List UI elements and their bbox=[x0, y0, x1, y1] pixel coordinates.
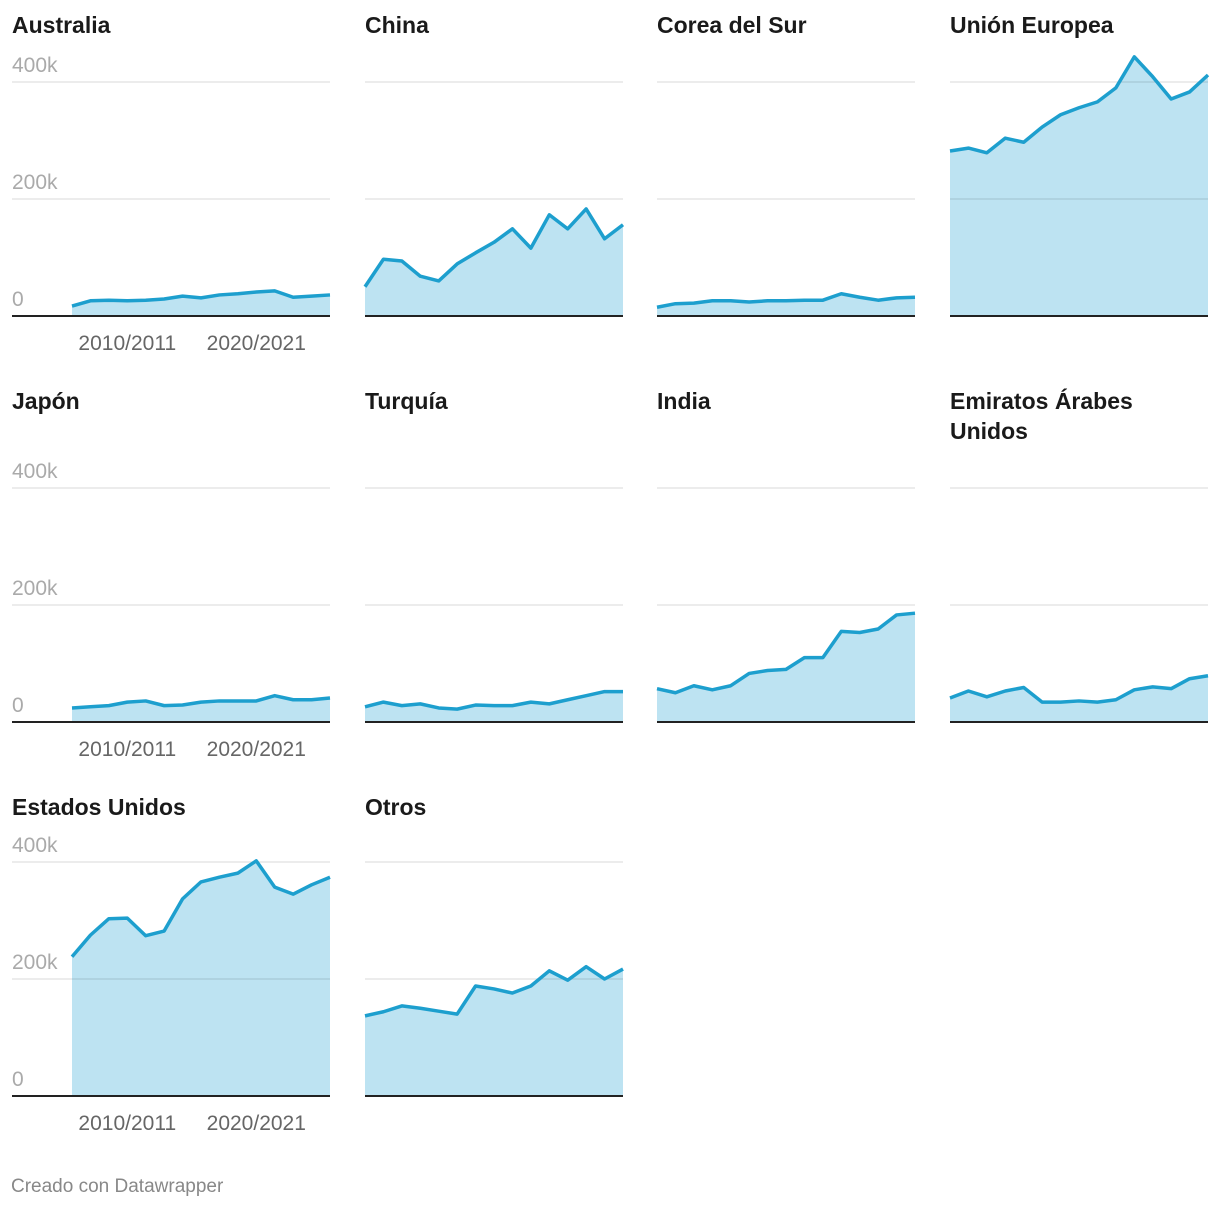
y-tick-label: 0 bbox=[12, 288, 24, 311]
area bbox=[950, 56, 1208, 316]
area bbox=[950, 675, 1208, 722]
panel-title: Emiratos Árabes Unidos bbox=[950, 388, 1133, 444]
panel-title: Corea del Sur bbox=[657, 12, 807, 38]
line bbox=[70, 859, 331, 958]
line bbox=[656, 611, 916, 695]
y-tick-label: 0 bbox=[12, 694, 24, 717]
area bbox=[72, 860, 330, 1096]
line bbox=[364, 964, 624, 1018]
line bbox=[71, 289, 331, 308]
line bbox=[656, 292, 916, 309]
footer: Creado con Datawrapper bbox=[11, 1176, 224, 1197]
x-tick-label: 2020/2021 bbox=[207, 332, 306, 355]
line bbox=[949, 674, 1209, 704]
line bbox=[71, 693, 331, 710]
y-tick-label: 200k bbox=[12, 577, 58, 600]
line bbox=[949, 55, 1210, 155]
panel-title: Unión Europea bbox=[950, 12, 1114, 38]
y-tick-label: 400k bbox=[12, 460, 58, 483]
line bbox=[364, 689, 623, 711]
y-tick-label: 200k bbox=[12, 171, 58, 194]
y-tick-label: 400k bbox=[12, 54, 58, 77]
y-tick-label: 400k bbox=[12, 834, 58, 857]
panel-title: Turquía bbox=[365, 388, 448, 414]
y-tick-label: 200k bbox=[12, 951, 58, 974]
x-tick-label: 2020/2021 bbox=[207, 1112, 306, 1135]
area bbox=[657, 613, 915, 722]
x-tick-label: 2010/2011 bbox=[78, 1112, 176, 1135]
panel-title: Otros bbox=[365, 794, 427, 820]
panel-title: India bbox=[657, 388, 711, 414]
x-tick-label: 2020/2021 bbox=[207, 738, 306, 761]
y-tick-label: 0 bbox=[12, 1068, 24, 1091]
x-tick-label: 2010/2011 bbox=[78, 738, 176, 761]
x-tick-label: 2010/2011 bbox=[78, 332, 176, 355]
panel-title: Japón bbox=[12, 388, 80, 414]
panel-title: Australia bbox=[12, 12, 111, 38]
area bbox=[657, 293, 915, 316]
panel-title: China bbox=[365, 12, 429, 38]
line bbox=[363, 207, 625, 288]
area bbox=[72, 290, 330, 316]
area bbox=[365, 966, 623, 1096]
area bbox=[365, 208, 623, 316]
panel-title: Estados Unidos bbox=[12, 794, 186, 820]
